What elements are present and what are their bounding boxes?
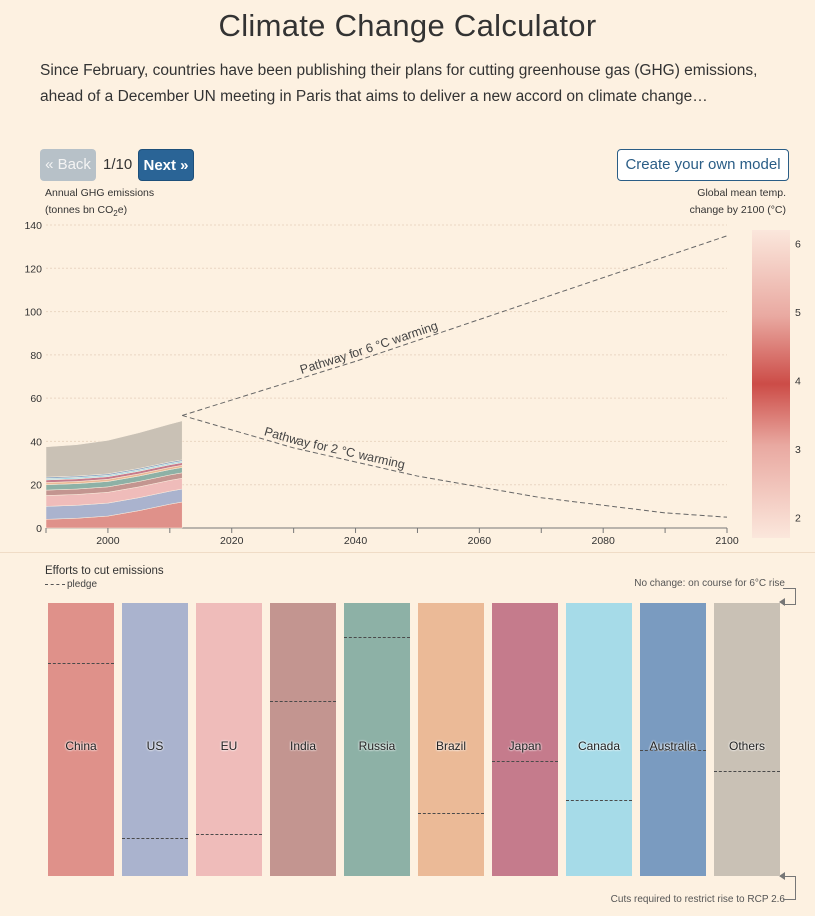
page-title: Climate Change Calculator — [218, 8, 597, 43]
pledge-marker[interactable] — [270, 701, 336, 703]
y-tick-label: 40 — [30, 436, 42, 448]
pledge-marker[interactable] — [344, 637, 410, 639]
country-bar-eu[interactable]: EU — [196, 603, 262, 876]
section-divider — [0, 552, 815, 553]
x-tick-label: 2080 — [592, 535, 616, 547]
back-button[interactable]: « Back — [40, 149, 96, 181]
cuts-required-label: Cuts required to restrict rise to RCP 2.… — [610, 894, 785, 905]
y-tick-label: 100 — [24, 307, 42, 319]
pathway-line — [182, 235, 728, 416]
page-indicator: 1/10 — [103, 156, 133, 173]
y-tick-label: 0 — [36, 523, 42, 535]
country-bar-australia[interactable]: Australia — [640, 603, 706, 876]
country-label: Others — [728, 739, 765, 753]
country-label: EU — [220, 739, 238, 753]
pledge-marker[interactable] — [418, 813, 484, 815]
y-axis-title-line1: Annual GHG emissions — [45, 187, 155, 199]
pathway-label: Pathway for 6 °C warming — [298, 319, 439, 377]
emissions-chart: Pathway for 6 °C warming Pathway for 2 °C… — [24, 220, 801, 547]
next-button[interactable]: Next » — [138, 149, 194, 181]
x-tick-label: 2100 — [715, 535, 739, 547]
x-tick-label: 2000 — [96, 535, 120, 547]
pledge-marker[interactable] — [48, 663, 114, 665]
country-label: US — [146, 739, 164, 753]
country-label: Australia — [649, 739, 697, 753]
country-label: Canada — [577, 739, 621, 753]
emissions-area — [45, 420, 183, 478]
top-bracket-arrow-icon — [779, 598, 785, 606]
y-axis-title: Annual GHG emissions (tonnes bn CO2e) — [45, 185, 154, 222]
pledge-marker[interactable] — [566, 799, 632, 801]
temp-axis-title-line2: change by 2100 (°C) — [689, 204, 786, 216]
temp-axis-title: Global mean temp. change by 2100 (°C) — [690, 185, 786, 219]
country-bar-china[interactable]: China — [48, 603, 114, 876]
y-tick-label: 140 — [24, 220, 42, 232]
top-bracket — [783, 588, 796, 605]
y-tick-label: 20 — [30, 480, 42, 492]
country-bar-canada[interactable]: Canada — [566, 603, 632, 876]
pledge-marker[interactable] — [196, 833, 262, 835]
bottom-bracket — [783, 876, 796, 900]
y-tick-label: 80 — [30, 350, 42, 362]
pledge-legend: pledge — [45, 579, 97, 590]
y-axis-title-line2: (tonnes bn CO2e) — [45, 204, 128, 219]
pathway-line — [182, 414, 728, 518]
y-tick-label: 60 — [30, 393, 42, 405]
temp-color-scale — [752, 230, 790, 538]
intro-text: Since February, countries have been publ… — [40, 62, 758, 105]
country-bar-japan[interactable]: Japan — [492, 603, 558, 876]
country-bar-india[interactable]: India — [270, 603, 336, 876]
pledge-marker[interactable] — [492, 761, 558, 763]
temp-tick-label: 4 — [795, 376, 801, 388]
x-tick-label: 2040 — [344, 535, 368, 547]
country-label: China — [65, 739, 97, 753]
temp-tick-label: 2 — [795, 512, 801, 524]
pledge-marker[interactable] — [122, 837, 188, 839]
country-bar-russia[interactable]: Russia — [344, 603, 410, 876]
create-model-button[interactable]: Create your own model — [617, 149, 789, 181]
bottom-bracket-arrow-icon — [779, 872, 785, 880]
temp-tick-label: 6 — [795, 239, 801, 251]
pathway-label: Pathway for 2 °C warming — [263, 424, 407, 471]
country-bar-us[interactable]: US — [122, 603, 188, 876]
country-label: India — [289, 739, 317, 753]
no-change-label: No change: on course for 6°C rise — [634, 578, 785, 589]
temp-tick-label: 5 — [795, 307, 801, 319]
x-tick-label: 2060 — [468, 535, 492, 547]
pledge-marker[interactable] — [714, 770, 780, 772]
y-tick-label: 120 — [24, 263, 42, 275]
country-label: Japan — [508, 739, 542, 753]
country-label: Brazil — [435, 739, 466, 753]
country-label: Russia — [358, 739, 396, 753]
country-bar-others[interactable]: Others — [714, 603, 780, 876]
pledge-marker[interactable] — [640, 750, 706, 752]
efforts-title: Efforts to cut emissions — [45, 565, 164, 577]
x-tick-label: 2020 — [220, 535, 244, 547]
pledge-dash-icon — [45, 583, 65, 585]
temp-tick-label: 3 — [795, 444, 801, 456]
temp-axis-title-line1: Global mean temp. — [697, 187, 786, 199]
country-bar-brazil[interactable]: Brazil — [418, 603, 484, 876]
